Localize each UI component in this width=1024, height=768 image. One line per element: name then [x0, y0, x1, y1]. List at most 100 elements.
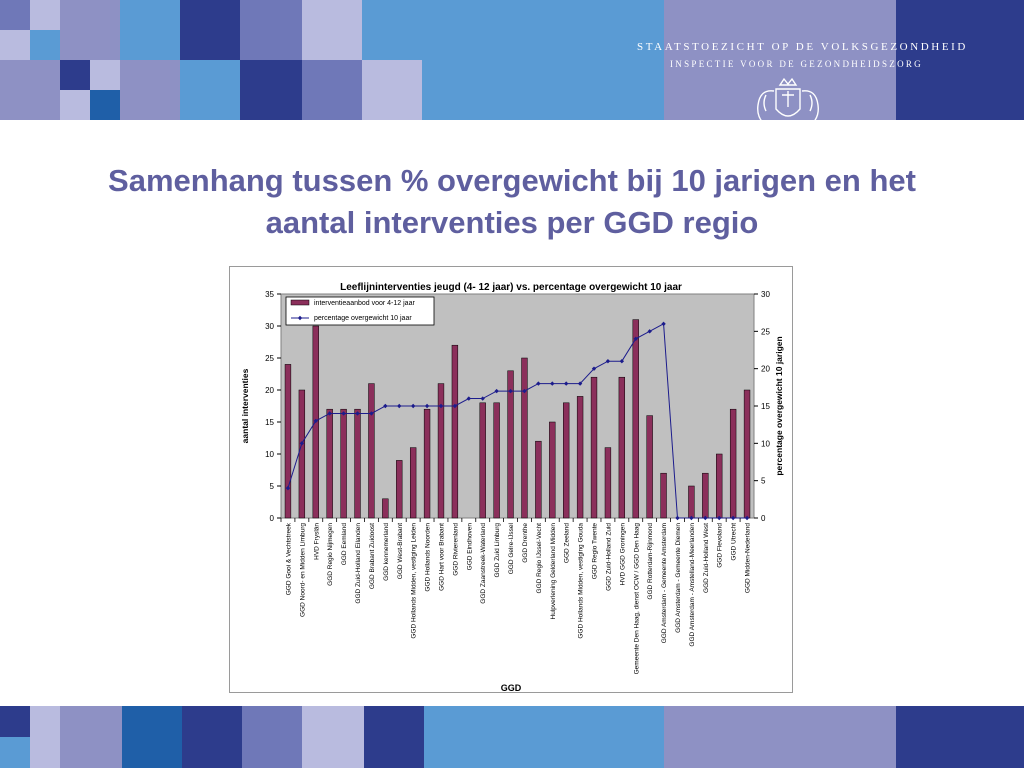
bar	[729, 408, 737, 519]
line-point	[452, 403, 458, 409]
bar	[590, 376, 598, 519]
line-point	[689, 515, 694, 521]
y2-tick-label: 15	[761, 402, 770, 411]
y-axis-label: aantal interventies	[240, 368, 250, 443]
bar	[493, 402, 500, 519]
line-point	[744, 515, 750, 521]
y-tick-label: 25	[265, 354, 274, 363]
x-tick-label: GGD Zuid-Holland Zuid	[605, 523, 612, 591]
x-tick-label: GGD Amsterdam - Amstelland-Meerlanden	[689, 523, 696, 647]
y-tick-label: 0	[270, 514, 275, 523]
line-point	[550, 381, 555, 386]
bar	[632, 319, 639, 519]
x-tick-label: GGD Amsterdam - Gemeente Diemen	[675, 523, 682, 633]
x-tick-label: GGD Amsterdam - Gemeente Amsterdam	[661, 523, 668, 643]
line-point	[299, 441, 305, 446]
line-point	[494, 388, 499, 394]
organization-subtitle: INSPECTIE VOOR DE GEZONDHEIDSZORG	[670, 59, 923, 69]
y2-tick-label: 25	[761, 327, 770, 336]
line-point	[619, 359, 625, 364]
bar	[423, 408, 431, 519]
line-point	[438, 403, 444, 409]
x-tick-label: GGD Rotterdam-Rijnmond	[647, 523, 654, 600]
x-tick-label: HVD GGD Groningen	[619, 523, 626, 586]
line-point	[675, 515, 680, 521]
y2-tick-label: 30	[761, 290, 770, 299]
bar	[563, 402, 570, 519]
bar	[743, 389, 751, 519]
bar	[576, 396, 584, 519]
y2-tick-label: 5	[761, 477, 766, 486]
x-tick-label: GGD Rivierenland	[452, 523, 459, 576]
bar	[646, 415, 653, 519]
series-line	[287, 323, 748, 519]
bar	[618, 376, 626, 519]
y-tick-label: 20	[265, 386, 274, 395]
combo-chart: Leeflijninterventies jeugd (4- 12 jaar) …	[240, 282, 784, 692]
line-point	[466, 396, 472, 401]
bar	[535, 440, 542, 519]
y-tick-label: 30	[265, 322, 274, 331]
line-point	[383, 403, 388, 409]
x-tick-label: GGD Brabant Zuidoost	[369, 523, 376, 589]
legend-bar-label: interventieaanbod voor 4-12 jaar	[314, 300, 415, 307]
x-tick-label: GGD West-Brabant	[397, 523, 404, 579]
x-tick-label: GGD Eemland	[341, 523, 348, 566]
x-tick-label: GGD Zuid Limburg	[494, 523, 501, 578]
line-point	[703, 515, 708, 521]
line-point	[313, 418, 318, 424]
slide-title: Samenhang tussen % overgewicht bij 10 ja…	[108, 163, 916, 240]
x-tick-label: Hulpverlening Gelderland Midden	[550, 523, 557, 620]
bar	[479, 402, 486, 519]
y-tick-label: 10	[265, 450, 274, 459]
coat-of-arms-icon	[756, 77, 820, 140]
bar	[549, 421, 556, 519]
x-tick-label: GGD Zuid-Holland West	[703, 523, 710, 593]
x-tick-label: GGD Zaanstreek-Waterland	[480, 523, 487, 604]
x-tick-label: Gemeente Den Haag, dienst OCW / GGD Den …	[633, 523, 640, 675]
bar	[604, 447, 612, 519]
x-tick-label: GGD Zeeland	[564, 523, 571, 563]
line-point	[563, 381, 569, 386]
y2-tick-label: 10	[761, 439, 770, 448]
line-point	[424, 403, 430, 409]
legend-line-label: percentage overgewicht 10 jaar	[314, 315, 412, 322]
line-point	[410, 403, 416, 409]
x-tick-label: GGD Hollands Midden, vestiging Gouda	[578, 523, 585, 639]
x-tick-label: GGD Hollands Midden, vestiging Leiden	[411, 523, 418, 639]
x-tick-label: GGD Regio IJssel-Vecht	[536, 523, 543, 594]
y2-axis-label: percentage overgewicht 10 jarigen	[774, 336, 784, 475]
bar	[702, 472, 709, 519]
organization-name: STAATSTOEZICHT OP DE VOLKSGEZONDHEID	[637, 41, 968, 53]
y-tick-label: 35	[265, 290, 274, 299]
bar	[284, 364, 292, 519]
y2-tick-label: 0	[761, 514, 766, 523]
line-point	[341, 411, 346, 416]
line-point	[508, 388, 513, 394]
line-point	[633, 336, 638, 341]
header-mosaic-band	[0, 0, 1024, 120]
line-point	[717, 515, 722, 521]
x-tick-label: GGD Gelre-IJssel	[508, 522, 515, 574]
x-tick-label: GGD Hollands Noorden	[425, 523, 432, 592]
x-tick-label: GGD Noord- en Midden Limburg	[299, 523, 306, 617]
x-tick-label: GGD Drenthe	[522, 523, 529, 563]
chart-panel: Leeflijninterventies jeugd (4- 12 jaar) …	[229, 266, 793, 693]
x-tick-label: HVD Fryslân	[313, 523, 320, 560]
x-tick-label: GGD Midden-Nederland	[745, 523, 752, 593]
line-point	[647, 329, 652, 334]
chart-legend	[285, 296, 435, 326]
bar	[688, 485, 695, 519]
x-tick-label: GGD kennemerland	[383, 523, 390, 581]
bar	[354, 408, 361, 519]
bar	[660, 472, 667, 519]
chart-title: Leeflijninterventies jeugd (4- 12 jaar) …	[340, 282, 682, 293]
bar	[382, 498, 389, 519]
legend-bar-swatch	[290, 299, 310, 306]
bar	[716, 453, 723, 519]
bar	[340, 408, 347, 519]
plot-area	[280, 293, 755, 519]
bar	[451, 344, 459, 519]
bar	[437, 383, 445, 519]
footer-mosaic-band	[0, 706, 1024, 768]
